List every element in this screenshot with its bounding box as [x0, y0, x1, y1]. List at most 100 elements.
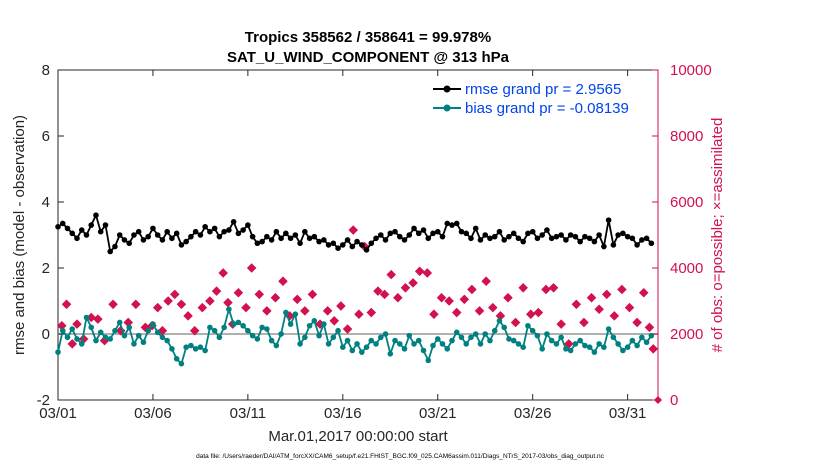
rmse-point	[624, 233, 631, 240]
bias-point	[534, 332, 541, 339]
bias-point	[430, 342, 436, 349]
obs-marker	[233, 287, 244, 298]
bias-point	[387, 351, 394, 357]
obs-marker	[422, 268, 433, 278]
bias-point	[173, 355, 180, 362]
bias-point	[358, 349, 365, 355]
bias-point	[145, 327, 151, 334]
rmse-point	[55, 223, 61, 230]
rmse-point	[548, 235, 555, 242]
rmse-point	[69, 230, 76, 237]
bias-point	[496, 318, 503, 324]
rmse-point	[472, 225, 479, 232]
bias-point	[169, 346, 175, 352]
bias-point	[482, 331, 489, 337]
bias-point	[449, 337, 455, 344]
rmse-point	[349, 243, 356, 250]
obs-marker	[108, 299, 118, 310]
rmse-point	[415, 230, 422, 237]
obs-marker	[488, 302, 498, 313]
x-tick-label: 03/11	[230, 405, 266, 422]
obs-marker	[348, 225, 359, 235]
y-tick-label: 2	[42, 260, 50, 277]
bias-point	[539, 346, 545, 352]
bias-point	[188, 342, 194, 349]
rmse-point	[287, 235, 294, 242]
bias-point	[354, 341, 360, 347]
obs-marker	[408, 278, 418, 288]
rmse-point	[335, 245, 341, 251]
rmse-point	[102, 222, 109, 228]
bias-point	[396, 341, 403, 347]
rmse-point	[188, 233, 194, 240]
bias-point	[140, 339, 147, 346]
bias-point	[458, 334, 465, 341]
obs-marker	[218, 268, 228, 278]
obs-marker	[632, 317, 642, 328]
bias-point	[287, 321, 294, 327]
rmse-point	[192, 228, 199, 235]
x-tick-label: 03/16	[324, 405, 362, 422]
rmse-point	[330, 240, 337, 247]
rmse-point	[615, 232, 621, 238]
rmse-point	[311, 233, 318, 240]
y-axis-label: rmse and bias (model - observation)	[11, 115, 28, 355]
bias-point	[216, 334, 223, 341]
bias-point	[601, 344, 607, 351]
rmse-point	[211, 225, 218, 232]
bias-point	[544, 331, 550, 337]
rmse-point	[392, 228, 398, 235]
bias-point	[510, 337, 517, 344]
obs-marker	[366, 307, 377, 318]
rmse-point	[354, 238, 360, 245]
obs-marker	[459, 294, 470, 305]
rmse-point	[325, 242, 332, 248]
bias-point	[582, 342, 588, 349]
bias-point	[643, 339, 650, 346]
bias-point	[363, 344, 370, 351]
obs-marker	[429, 309, 439, 319]
rmse-point	[591, 238, 598, 245]
bias-point	[283, 309, 289, 316]
rmse-point	[169, 235, 175, 242]
bias-point	[249, 332, 256, 339]
rmse-point	[430, 230, 436, 237]
bias-point	[415, 337, 422, 344]
obs-marker	[510, 317, 521, 328]
rmse-point	[197, 232, 204, 238]
rmse-point	[377, 232, 384, 238]
rmse-point	[515, 235, 522, 242]
obs-marker	[246, 263, 257, 273]
bias-point	[235, 319, 242, 326]
rmse-point	[273, 228, 280, 235]
y-tick-label: 4	[42, 194, 50, 211]
bias-point	[245, 327, 251, 334]
obs-marker	[322, 306, 333, 316]
obs-marker	[61, 299, 72, 310]
obs-marker	[474, 306, 485, 316]
bias-point	[202, 347, 208, 354]
rmse-point	[629, 235, 636, 242]
obs-marker	[644, 322, 655, 333]
obs-marker	[329, 316, 340, 326]
obs-marker	[278, 276, 288, 286]
bias-point	[107, 336, 114, 342]
obs-marker	[654, 396, 662, 404]
rmse-point	[572, 233, 579, 240]
rmse-point	[482, 232, 489, 238]
bias-point	[529, 327, 536, 334]
rmse-point	[59, 220, 66, 227]
rmse-point	[468, 235, 474, 242]
rmse-point	[534, 235, 541, 242]
obs-marker	[503, 292, 513, 303]
rmse-point	[88, 222, 95, 228]
bias-point	[491, 327, 498, 334]
bias-point	[88, 324, 95, 331]
rmse-point	[64, 225, 71, 232]
bias-point	[477, 341, 484, 347]
rmse-point	[463, 230, 470, 237]
bias-point	[64, 334, 71, 341]
bias-point	[197, 344, 204, 351]
rmse-point	[449, 222, 455, 228]
rmse-point	[83, 232, 90, 238]
